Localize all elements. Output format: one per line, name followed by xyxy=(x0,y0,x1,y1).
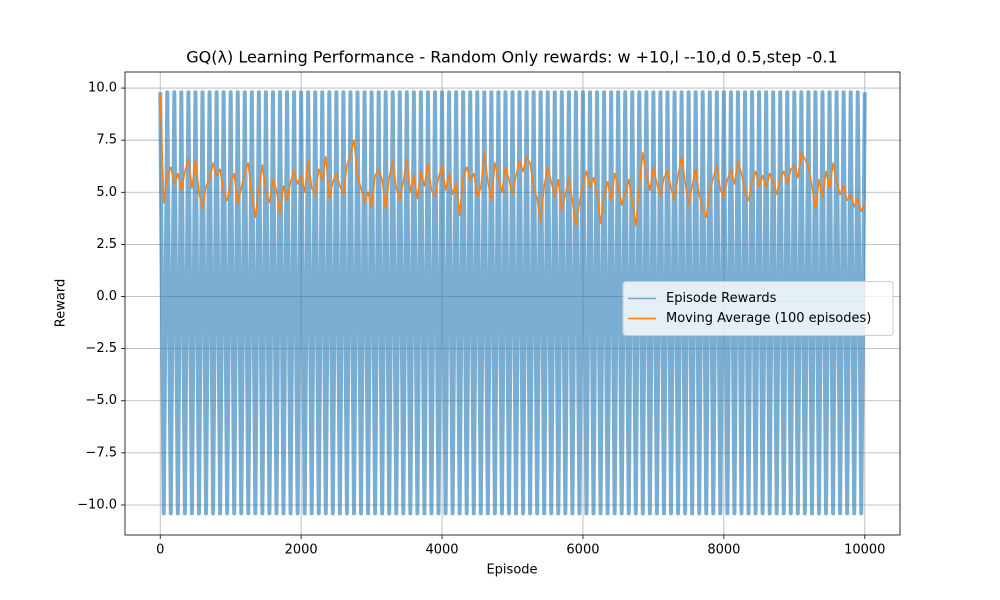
axes-frame xyxy=(124,71,901,536)
x-tick-label: 0 xyxy=(156,543,164,558)
legend-box xyxy=(622,281,894,336)
legend: Episode Rewards Moving Average (100 episo… xyxy=(622,281,894,336)
series-line xyxy=(159,94,866,227)
y-tick-label: 0.0 xyxy=(96,289,117,304)
legend-label: Episode Rewards xyxy=(666,291,777,306)
x-tick-label: 6000 xyxy=(566,543,599,558)
plot-area xyxy=(158,90,867,516)
y-tick-label: −7.5 xyxy=(85,445,117,460)
y-tick-label: −10.0 xyxy=(77,497,117,512)
x-tick-label: 10000 xyxy=(844,543,885,558)
y-tick-label: 2.5 xyxy=(96,237,117,252)
y-tick-label: 5.0 xyxy=(96,185,117,200)
x-tick-label: 4000 xyxy=(425,543,458,558)
y-tick-label: 7.5 xyxy=(96,133,117,148)
y-tick-label: −5.0 xyxy=(85,393,117,408)
series-line xyxy=(158,90,867,516)
y-tick-label: −2.5 xyxy=(85,341,117,356)
x-tick-label: 2000 xyxy=(285,543,318,558)
x-tick-label: 8000 xyxy=(707,543,740,558)
chart-title: GQ(λ) Learning Performance - Random Only… xyxy=(186,48,837,67)
legend-label: Moving Average (100 episodes) xyxy=(666,311,871,326)
x-axis-label: Episode xyxy=(486,563,537,578)
y-axis-label: Reward xyxy=(54,279,69,327)
y-tick-label: 10.0 xyxy=(88,81,117,96)
